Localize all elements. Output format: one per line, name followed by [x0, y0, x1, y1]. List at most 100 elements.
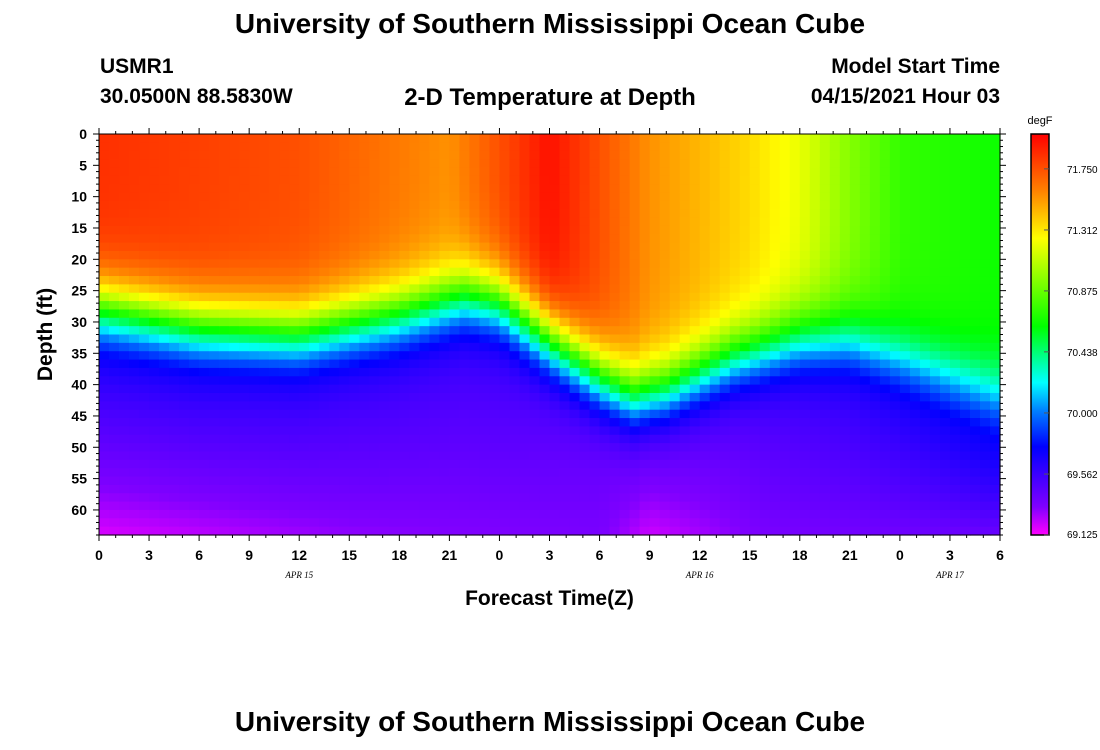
heatmap-cell	[869, 484, 881, 494]
heatmap-cell	[149, 267, 160, 277]
heatmap-cell	[409, 501, 420, 511]
heatmap-cell	[319, 468, 330, 478]
heatmap-cell	[439, 217, 450, 227]
heatmap-cell	[729, 384, 741, 394]
heatmap-cell	[479, 192, 491, 202]
heatmap-cell	[169, 484, 180, 494]
heatmap-cell	[179, 451, 190, 461]
heatmap-cell	[889, 234, 901, 244]
heatmap-cell	[899, 351, 911, 361]
heatmap-cell	[979, 242, 991, 252]
heatmap-cell	[689, 451, 701, 461]
heatmap-cell	[579, 292, 591, 302]
heatmap-cell	[909, 367, 921, 377]
heatmap-cell	[359, 242, 370, 252]
heatmap-cell	[749, 434, 761, 444]
heatmap-cell	[709, 401, 721, 411]
heatmap-cell	[419, 259, 430, 269]
heatmap-cell	[289, 509, 300, 519]
heatmap-cell	[909, 242, 921, 252]
heatmap-cell	[779, 250, 791, 260]
heatmap-cell	[519, 184, 531, 194]
heatmap-cell	[309, 493, 320, 503]
heatmap-cell	[879, 476, 891, 486]
heatmap-cell	[819, 250, 831, 260]
heatmap-cell	[759, 142, 771, 152]
heatmap-cell	[609, 192, 621, 202]
heatmap-cell	[819, 267, 831, 277]
heatmap-cell	[519, 342, 531, 352]
heatmap-cell	[639, 451, 651, 461]
heatmap-cell	[819, 217, 831, 227]
heatmap-cell	[559, 367, 571, 377]
heatmap-cell	[689, 150, 701, 160]
heatmap-cell	[539, 526, 551, 536]
heatmap-cell	[949, 351, 961, 361]
heatmap-cell	[189, 434, 200, 444]
heatmap-cell	[799, 192, 811, 202]
heatmap-cell	[109, 317, 120, 327]
heatmap-cell	[649, 167, 661, 177]
heatmap-cell	[239, 359, 250, 369]
heatmap-cell	[539, 334, 551, 344]
heatmap-cell	[369, 309, 380, 319]
heatmap-cell	[929, 392, 941, 402]
heatmap-cell	[149, 409, 160, 419]
heatmap-cell	[559, 509, 571, 519]
heatmap-cell	[659, 292, 671, 302]
heatmap-cell	[159, 501, 170, 511]
heatmap-cell	[119, 192, 130, 202]
heatmap-cell	[399, 384, 410, 394]
heatmap-cell	[389, 309, 400, 319]
heatmap-cell	[689, 184, 701, 194]
heatmap-cell	[749, 501, 761, 511]
heatmap-cell	[729, 134, 741, 143]
y-tick-label: 50	[71, 439, 87, 455]
heatmap-cell	[819, 134, 831, 143]
heatmap-cell	[289, 250, 300, 260]
heatmap-cell	[279, 326, 290, 336]
heatmap-cell	[239, 476, 250, 486]
heatmap-cell	[739, 392, 751, 402]
heatmap-cell	[919, 175, 931, 185]
heatmap-cell	[339, 309, 350, 319]
heatmap-cell	[269, 367, 280, 377]
heatmap-cell	[339, 418, 350, 427]
heatmap-cell	[989, 184, 1001, 194]
heatmap-cell	[359, 292, 370, 302]
heatmap-cell	[659, 359, 671, 369]
heatmap-cell	[369, 418, 380, 427]
heatmap-cell	[939, 459, 951, 469]
heatmap-cell	[99, 276, 110, 285]
heatmap-cell	[99, 284, 110, 294]
heatmap-cell	[779, 142, 791, 152]
heatmap-cell	[579, 134, 591, 143]
heatmap-cell	[129, 526, 140, 536]
heatmap-cell	[509, 242, 521, 252]
heatmap-cell	[819, 401, 831, 411]
heatmap-cell	[329, 434, 340, 444]
heatmap-cell	[759, 242, 771, 252]
heatmap-cell	[519, 376, 531, 386]
heatmap-cell	[959, 384, 971, 394]
heatmap-cell	[849, 259, 861, 269]
heatmap-cell	[659, 392, 671, 402]
heatmap-cell	[139, 409, 150, 419]
heatmap-cell	[759, 334, 771, 344]
heatmap-cell	[909, 476, 921, 486]
heatmap-cell	[509, 468, 521, 478]
heatmap-cell	[789, 484, 801, 494]
heatmap-cell	[269, 167, 280, 177]
heatmap-cell	[259, 159, 270, 169]
heatmap-cell	[799, 359, 811, 369]
heatmap-cell	[309, 451, 320, 461]
heatmap-cell	[989, 526, 1001, 536]
heatmap-cell	[679, 301, 691, 311]
heatmap-cell	[479, 326, 491, 336]
heatmap-cell	[869, 326, 881, 336]
heatmap-cell	[159, 259, 170, 269]
heatmap-cell	[709, 493, 721, 503]
heatmap-cell	[969, 342, 981, 352]
heatmap-cell	[499, 292, 511, 302]
heatmap-cell	[639, 292, 651, 302]
